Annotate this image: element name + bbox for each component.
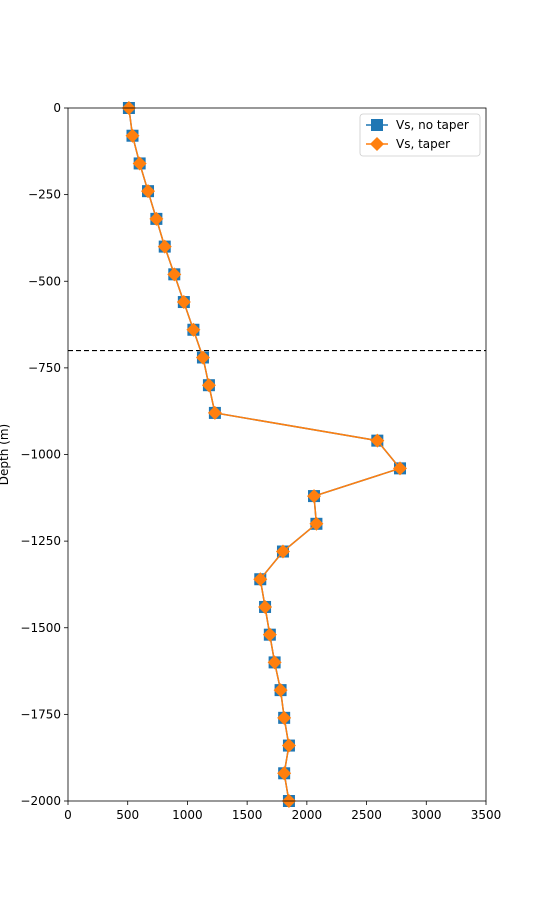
data-point: [307, 489, 322, 504]
legend: Vs, no taper Vs, taper: [359, 113, 481, 157]
legend-item: Vs, taper: [366, 137, 450, 151]
data-point: [262, 627, 277, 642]
data-point: [267, 655, 282, 670]
y-axis: 0 −250 −500 −750 −1000 −1250 −1500 −1750 −2000: [20, 101, 68, 808]
data-point: [277, 710, 292, 725]
data-point: [370, 433, 385, 448]
data-point: [176, 295, 191, 310]
data-point: [281, 738, 296, 753]
y-tick-label: −2000: [20, 794, 61, 808]
data-point: [167, 267, 182, 282]
data-point: [195, 350, 210, 365]
x-tick-label: 500: [116, 808, 139, 822]
y-axis-label: Depth (m): [0, 424, 11, 485]
legend-label: Vs, no taper: [396, 118, 469, 132]
x-axis: 0 500 1000 1500 2000 2500 3000 3500: [64, 801, 501, 822]
x-tick-label: 2500: [351, 808, 382, 822]
data-point: [186, 322, 201, 337]
series-line: [128, 107, 402, 802]
y-tick-label: −1250: [20, 534, 61, 548]
y-tick-label: −1500: [20, 621, 61, 635]
x-tick-label: 3500: [471, 808, 502, 822]
data-point: [393, 461, 408, 476]
x-tick-label: 2000: [292, 808, 323, 822]
legend-diamond-marker: [370, 137, 384, 151]
x-tick-label: 1000: [172, 808, 203, 822]
data-point: [149, 211, 164, 226]
y-tick-label: −1000: [20, 448, 61, 462]
data-point: [125, 128, 140, 143]
legend-square-marker: [371, 119, 383, 131]
data-point: [253, 572, 268, 587]
data-point: [141, 184, 156, 199]
legend-label: Vs, taper: [396, 137, 450, 151]
x-tick-label: 0: [64, 808, 72, 822]
data-point: [309, 516, 324, 531]
series-vs-no-taper: [122, 102, 407, 807]
y-tick-label: −750: [28, 361, 61, 375]
data-point: [275, 544, 290, 559]
y-tick-label: −500: [28, 274, 61, 288]
data-point: [201, 378, 216, 393]
plot-frame: [67, 107, 487, 802]
series-vs-taper: [121, 101, 408, 808]
data-point: [157, 239, 172, 254]
x-tick-label: 1500: [232, 808, 263, 822]
x-tick-label: 3000: [411, 808, 442, 822]
data-point: [277, 766, 292, 781]
series-layer: [121, 101, 408, 808]
series-line: [128, 107, 402, 802]
y-tick-label: 0: [53, 101, 61, 115]
legend-box: [359, 113, 481, 157]
y-tick-label: −1750: [20, 707, 61, 721]
y-tick-label: −250: [28, 188, 61, 202]
data-point: [258, 599, 273, 614]
data-point: [207, 405, 222, 420]
legend-item: Vs, no taper: [366, 118, 469, 132]
data-point: [273, 683, 288, 698]
data-point: [132, 156, 147, 171]
